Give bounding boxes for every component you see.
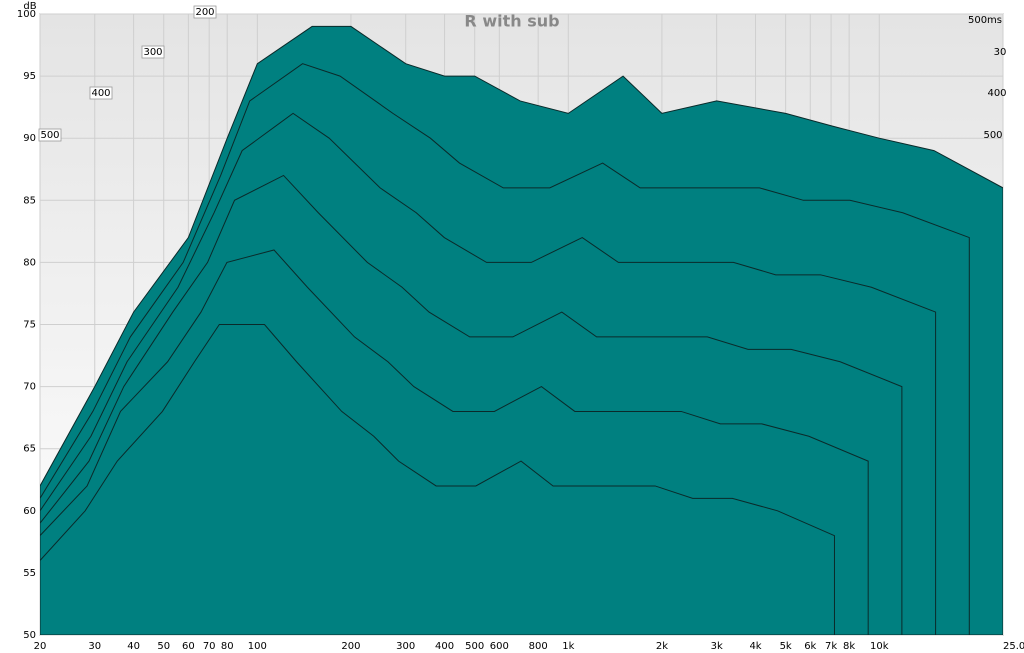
x-tick-label: 200 — [341, 641, 360, 652]
depth-label: 300 — [143, 47, 162, 58]
chart-title: R with sub — [464, 12, 559, 31]
y-tick-label: 85 — [23, 195, 36, 206]
x-tick-label: 600 — [490, 641, 509, 652]
x-tick-label: 500 — [465, 641, 484, 652]
x-tick-label: 4k — [749, 641, 761, 652]
x-tick-label: 800 — [529, 641, 548, 652]
depth-label: 200 — [195, 7, 214, 18]
depth-label: 500 — [983, 130, 1002, 141]
x-tick-label: 5k — [780, 641, 792, 652]
x-tick-label: 80 — [221, 641, 234, 652]
y-tick-label: 60 — [23, 506, 36, 517]
x-tick-label: 10k — [870, 641, 889, 652]
depth-label: 400 — [91, 88, 110, 99]
y-tick-label: 90 — [23, 133, 36, 144]
x-tick-label: 8k — [843, 641, 855, 652]
x-tick-label: 300 — [396, 641, 415, 652]
y-tick-label: 50 — [23, 630, 36, 641]
depth-label-box — [141, 45, 165, 59]
x-tick-label: 1k — [562, 641, 574, 652]
x-tick-label: 60 — [182, 641, 195, 652]
waterfall-slice — [40, 324, 835, 635]
depth-label-box — [38, 128, 62, 142]
depth-label: 400 — [987, 88, 1006, 99]
y-tick-label: 55 — [23, 568, 36, 579]
x-tick-label: 25.0kHz — [1003, 641, 1024, 652]
depth-label-box — [193, 5, 217, 19]
x-tick-label: 2k — [656, 641, 668, 652]
depth-label: 500ms — [968, 15, 1002, 26]
x-tick-label: 20 — [34, 641, 47, 652]
x-tick-label: 400 — [435, 641, 454, 652]
y-tick-label: 70 — [23, 382, 36, 393]
y-tick-label: 100 — [17, 9, 36, 20]
y-axis-label: dB — [23, 1, 36, 12]
y-tick-label: 80 — [23, 257, 36, 268]
depth-label: 500 — [40, 130, 59, 141]
depth-label: 30 — [994, 47, 1007, 58]
x-tick-label: 100 — [248, 641, 267, 652]
x-tick-label: 70 — [203, 641, 216, 652]
x-tick-label: 7k — [825, 641, 837, 652]
x-tick-label: 3k — [711, 641, 723, 652]
y-tick-label: 95 — [23, 71, 36, 82]
y-tick-label: 75 — [23, 320, 36, 331]
y-tick-label: 65 — [23, 444, 36, 455]
x-tick-label: 50 — [157, 641, 170, 652]
x-tick-label: 40 — [127, 641, 140, 652]
x-tick-label: 6k — [804, 641, 816, 652]
x-tick-label: 30 — [88, 641, 101, 652]
depth-label-box — [89, 86, 113, 100]
